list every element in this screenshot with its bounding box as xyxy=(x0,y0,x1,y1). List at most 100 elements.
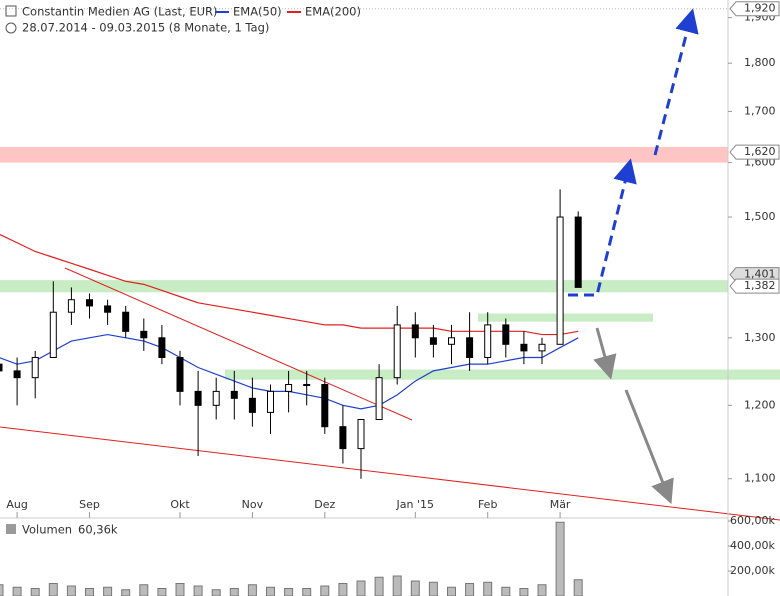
price-marker-label: 1,620 xyxy=(744,145,776,158)
volume-tick-label: 400,00k xyxy=(730,539,775,552)
zone xyxy=(478,313,653,322)
x-tick-label: Sep xyxy=(79,498,100,511)
candle-body xyxy=(267,390,274,413)
candle-body xyxy=(67,299,75,313)
volume-bar xyxy=(483,581,493,596)
volume-bar xyxy=(48,583,58,596)
candle-body xyxy=(13,370,21,379)
candle-body xyxy=(502,324,510,345)
volume-tick-label: 200,00k xyxy=(730,564,775,577)
price-marker xyxy=(729,144,780,160)
volume-bar xyxy=(211,589,221,596)
candle-body xyxy=(31,356,39,379)
y-tick-label: 1,300 xyxy=(744,331,776,344)
x-tick-label: Okt xyxy=(170,498,190,511)
candle-body xyxy=(429,337,437,345)
volume-bar xyxy=(519,588,529,596)
candle-body xyxy=(212,390,220,406)
zone xyxy=(0,146,728,163)
volume-bar xyxy=(0,584,4,596)
chart-title: Constantin Medien AG (Last, EUR) xyxy=(22,5,218,19)
volume-bar xyxy=(447,586,456,596)
candle-body xyxy=(375,377,383,421)
candle-body xyxy=(194,390,202,406)
candle-body xyxy=(285,383,293,392)
volume-bar xyxy=(356,580,366,596)
price-marker-label: 1,920 xyxy=(744,2,776,15)
volume-bar xyxy=(103,586,113,596)
price-marker xyxy=(729,1,780,17)
candle-body xyxy=(484,324,492,358)
volume-bar xyxy=(139,584,149,596)
candle-body xyxy=(411,324,419,339)
arrow xyxy=(624,389,674,505)
arrow xyxy=(653,8,699,156)
candle-body xyxy=(339,426,347,450)
x-tick-label: Feb xyxy=(478,498,497,511)
trend-line xyxy=(64,267,413,421)
price-marker-label: 1,382 xyxy=(744,279,776,292)
candle-body xyxy=(122,311,130,332)
candle-body xyxy=(556,216,564,345)
candle-body xyxy=(393,324,401,379)
y-tick-label: 1,500 xyxy=(744,210,776,223)
chart-subtitle: 28.07.2014 - 09.03.2015 (8 Monate, 1 Tag… xyxy=(22,21,269,35)
chart-icon xyxy=(5,5,17,17)
volume-bar xyxy=(157,588,167,596)
volume-bar xyxy=(66,585,76,596)
x-tick-label: Nov xyxy=(242,498,264,511)
volume-bar xyxy=(247,584,257,596)
volume-title: Volumen xyxy=(22,523,72,537)
candle-body xyxy=(0,363,3,372)
arrow xyxy=(593,327,617,380)
y-tick-label: 1,700 xyxy=(744,104,776,117)
candle-body xyxy=(230,390,238,399)
y-tick-label: 1,200 xyxy=(744,398,776,411)
candle-body xyxy=(104,305,112,313)
volume-bar xyxy=(573,579,583,596)
y-tick-label: 1,800 xyxy=(744,56,776,69)
x-tick-label: Mär xyxy=(550,498,571,511)
candle-body xyxy=(357,419,365,450)
candle-body xyxy=(49,311,57,358)
candle-body xyxy=(448,337,455,345)
candle-body xyxy=(574,216,582,288)
legend-label: EMA(50) xyxy=(233,5,282,19)
trend-line xyxy=(0,426,780,521)
candle-body xyxy=(538,343,546,352)
volume-bar xyxy=(302,588,312,596)
candle-body xyxy=(86,299,93,307)
x-tick-label: Dez xyxy=(314,498,335,511)
volume-tick-label: 600,00k xyxy=(730,514,775,527)
volume-bar xyxy=(501,586,511,596)
volume-last: 60,36k xyxy=(78,523,118,537)
candle-body xyxy=(466,337,474,358)
candle-body xyxy=(248,397,256,413)
candle-body xyxy=(158,337,166,358)
volume-bar xyxy=(320,585,330,596)
volume-bar xyxy=(410,580,420,596)
volume-bar xyxy=(428,581,438,596)
volume-bar xyxy=(284,588,294,596)
volume-icon xyxy=(6,524,16,534)
candle-body xyxy=(520,343,528,352)
volume-bar xyxy=(193,585,203,596)
candle-body xyxy=(321,383,329,428)
price-marker-label: 1,401 xyxy=(744,268,776,281)
volume-bar xyxy=(121,589,131,596)
volume-bar xyxy=(266,586,275,596)
volume-bar xyxy=(229,588,239,596)
candle-body xyxy=(176,356,184,392)
y-tick-label: 1,100 xyxy=(744,472,776,485)
x-tick-label: Jan '15 xyxy=(396,498,434,511)
arrow xyxy=(568,158,637,297)
legend-label: EMA(200) xyxy=(305,5,361,19)
volume-bar xyxy=(85,588,94,596)
volume-bar xyxy=(465,583,475,596)
volume-bar xyxy=(392,575,402,596)
price-marker xyxy=(729,278,780,294)
ema-line xyxy=(0,233,579,336)
candle-body xyxy=(140,330,148,339)
volume-bar xyxy=(555,521,565,596)
